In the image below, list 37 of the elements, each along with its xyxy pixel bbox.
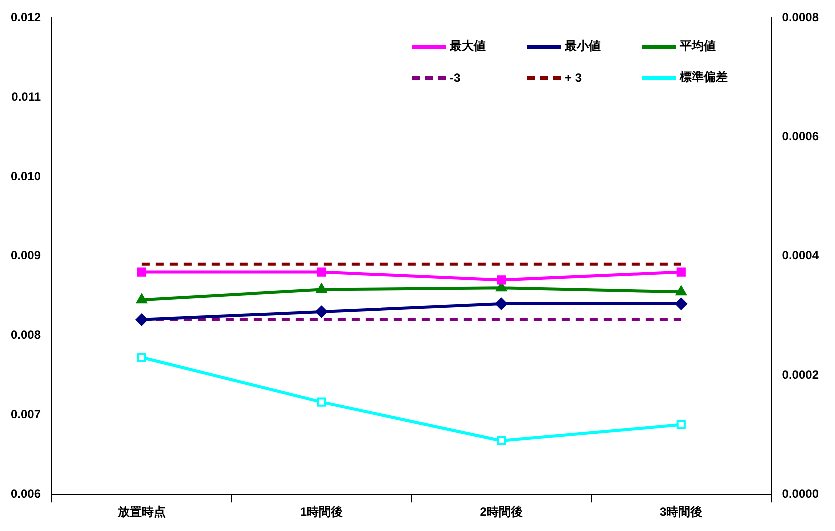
point — [497, 436, 506, 446]
point — [317, 268, 326, 277]
y2-tick-label: 0.0006 — [782, 130, 820, 144]
y-tick-label: 0.010 — [11, 169, 42, 184]
x-tick-label: 1時間後 — [300, 505, 344, 520]
y2-tick-label: 0.0002 — [782, 368, 820, 382]
point — [136, 314, 148, 326]
point — [137, 353, 146, 362]
y2-tick-label: 0.0000 — [782, 486, 820, 501]
y-tick-label: 0.008 — [11, 328, 42, 342]
point — [137, 268, 146, 277]
legend-label: 最小値 — [565, 38, 601, 55]
legend-label: 最大値 — [450, 38, 486, 55]
point — [676, 420, 686, 430]
legend-label: 標準偏差 — [680, 69, 728, 86]
y-tick-label: 0.006 — [11, 486, 42, 501]
legend-label: 平均値 — [680, 38, 716, 55]
point — [676, 286, 687, 296]
point — [675, 298, 688, 310]
legend-label: -3 — [450, 70, 461, 84]
point — [317, 398, 326, 407]
point — [316, 284, 328, 294]
y2-tick-label: 0.0004 — [782, 248, 820, 263]
point — [497, 276, 506, 285]
y-tick-label: 0.007 — [11, 408, 42, 422]
point — [676, 268, 686, 277]
x-tick-label: 3時間後 — [660, 505, 703, 520]
y-tick-label: 0.009 — [11, 248, 42, 263]
y2-tick-label: 0.0008 — [782, 10, 820, 25]
y-tick-label: 0.012 — [11, 10, 42, 25]
x-tick-label: 放置時点 — [116, 505, 166, 520]
point — [496, 298, 508, 310]
x-tick-label: 2時間後 — [480, 505, 523, 520]
y-tick-label: 0.011 — [12, 90, 42, 104]
point — [316, 306, 328, 318]
legend-label: + 3 — [565, 70, 582, 84]
point — [136, 294, 148, 304]
